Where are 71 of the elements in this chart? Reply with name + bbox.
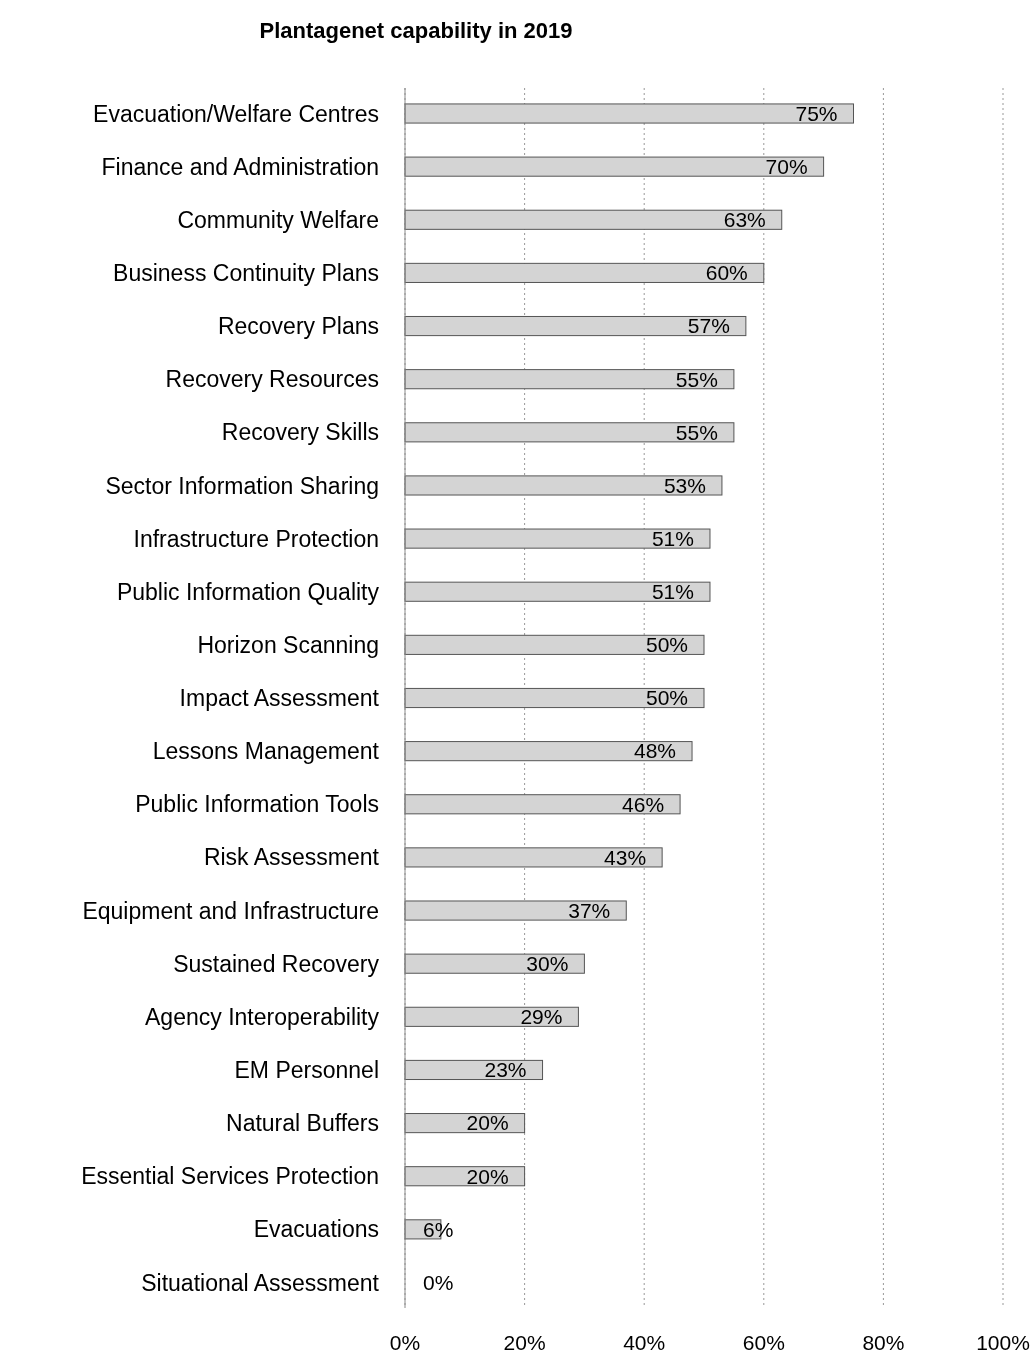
bar [404, 900, 627, 921]
data-label: 57% [687, 314, 730, 338]
data-label: 63% [723, 208, 766, 232]
x-tick-label: 20% [503, 1331, 546, 1354]
bar [404, 794, 681, 815]
y-tick-label: Recovery Resources [165, 366, 379, 393]
data-label: 20% [466, 1111, 509, 1135]
data-label: 30% [526, 952, 569, 976]
data-label: 46% [622, 792, 665, 816]
data-label: 43% [604, 845, 647, 869]
y-tick-label: Equipment and Infrastructure [82, 897, 379, 924]
bar [404, 103, 854, 124]
y-tick-label: Recovery Skills [221, 419, 379, 446]
bar [404, 422, 735, 443]
y-tick-label: Agency Interoperability [145, 1003, 380, 1030]
y-tick-label: Evacuations [253, 1216, 379, 1243]
data-label: 48% [634, 739, 677, 763]
x-tick-label: 60% [742, 1331, 785, 1354]
bar [404, 475, 723, 496]
y-tick-label: Finance and Administration [101, 153, 379, 180]
data-label: 51% [651, 580, 694, 604]
data-label: 0% [423, 1270, 454, 1294]
y-tick-label: Risk Assessment [203, 844, 380, 871]
y-tick-label: Business Continuity Plans [113, 259, 379, 286]
y-tick-label: Community Welfare [177, 206, 379, 233]
bar [404, 156, 825, 177]
x-tick-label: 0% [389, 1331, 421, 1354]
bar [404, 369, 735, 390]
x-tick-label: 40% [623, 1331, 666, 1354]
bar [404, 209, 783, 230]
bar [404, 528, 711, 549]
y-tick-label: Sustained Recovery [173, 950, 380, 977]
bar [404, 262, 765, 283]
data-label: 70% [765, 154, 808, 178]
y-tick-label: Public Information Quality [116, 578, 380, 605]
y-tick-label: Public Information Tools [135, 791, 379, 818]
y-tick-label: Essential Services Protection [81, 1163, 379, 1190]
data-label: 29% [520, 1005, 563, 1029]
data-label: 50% [645, 686, 688, 710]
x-tick-label: 80% [862, 1331, 905, 1354]
y-tick-label: Recovery Plans [217, 313, 379, 340]
data-label: 51% [651, 526, 694, 550]
bar [404, 687, 705, 709]
y-tick-label: Horizon Scanning [197, 631, 379, 658]
y-tick-label: Natural Buffers [226, 1110, 379, 1137]
y-tick-label: Infrastructure Protection [133, 525, 379, 552]
data-label: 55% [675, 420, 718, 444]
data-label: 75% [795, 101, 838, 125]
bar [404, 741, 693, 762]
bar [404, 953, 585, 974]
data-label: 53% [663, 473, 706, 497]
data-label: 37% [568, 898, 611, 922]
y-tick-label: Impact Assessment [179, 685, 380, 712]
y-tick-label: Situational Assessment [141, 1269, 380, 1296]
bar [404, 634, 705, 655]
data-label: 6% [423, 1217, 454, 1241]
chart-title: Plantagenet capability in 2019 [259, 18, 573, 43]
data-label: 50% [645, 633, 688, 657]
x-tick-label: 100% [976, 1331, 1030, 1354]
y-tick-label: Evacuation/Welfare Centres [93, 100, 379, 127]
bar [404, 847, 663, 868]
data-label: 20% [466, 1164, 509, 1188]
bar [404, 1006, 579, 1027]
data-label: 60% [705, 261, 748, 285]
data-label: 23% [484, 1058, 527, 1082]
y-tick-label: Sector Information Sharing [105, 472, 379, 499]
bar [404, 581, 711, 602]
y-tick-label: EM Personnel [234, 1057, 379, 1083]
bar [404, 315, 747, 337]
y-tick-label: Lessons Management [152, 738, 380, 765]
data-label: 55% [675, 367, 718, 391]
